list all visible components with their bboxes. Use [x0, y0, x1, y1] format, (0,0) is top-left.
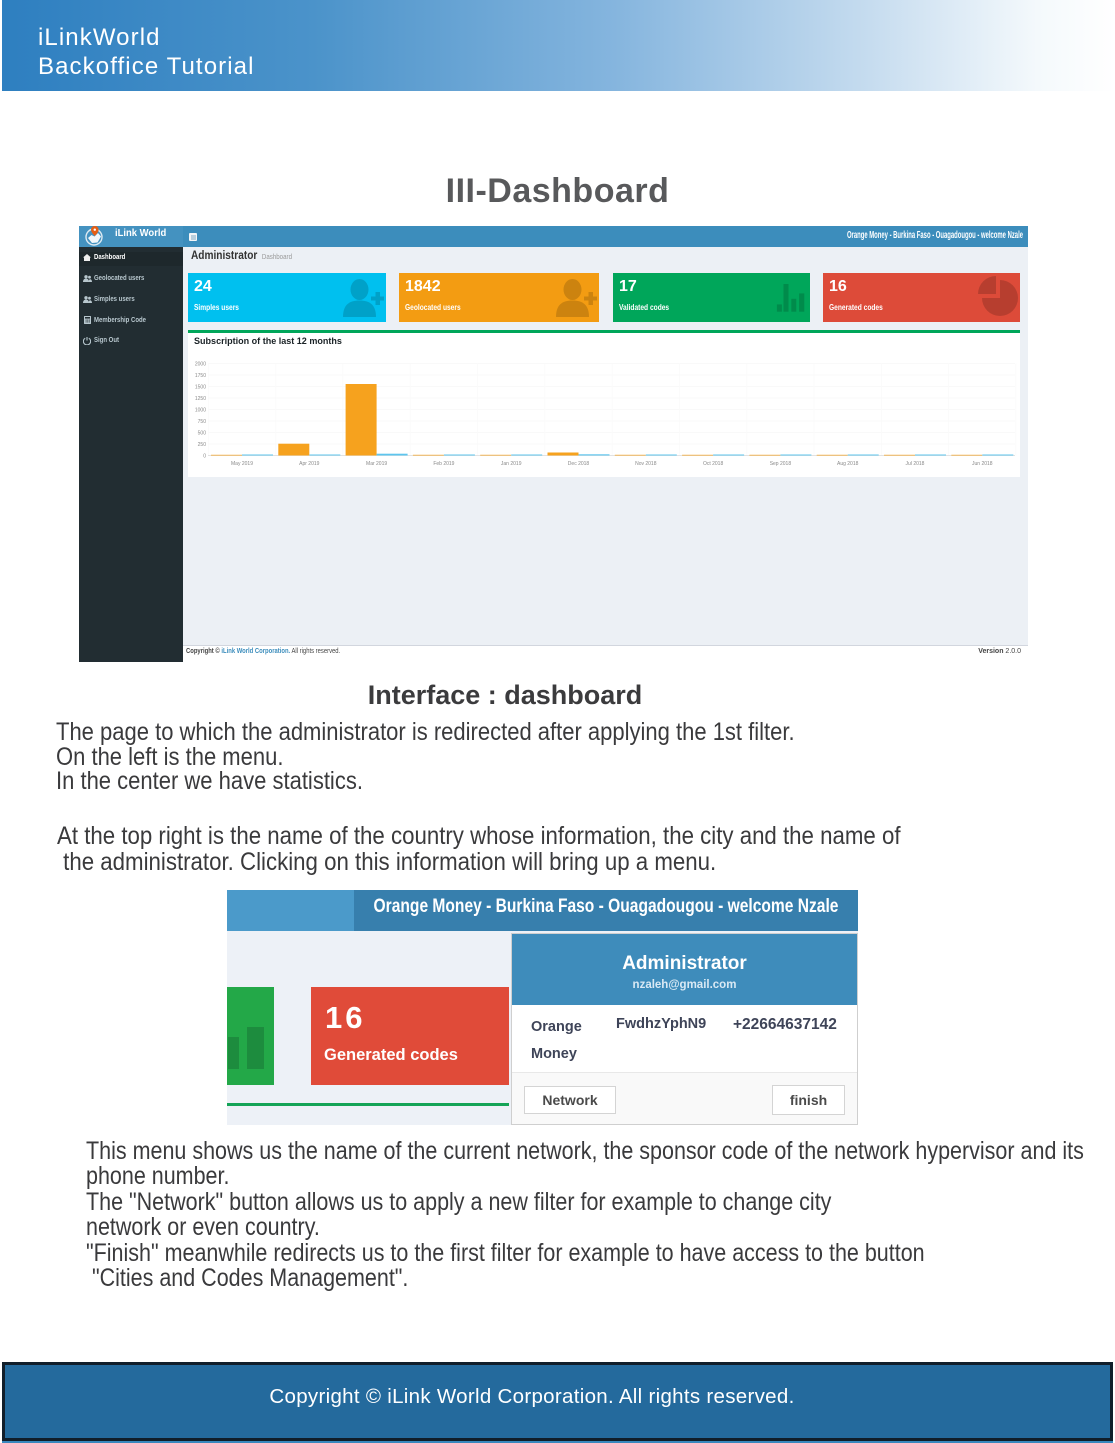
svg-text:Nov 2018: Nov 2018: [635, 461, 657, 467]
svg-text:250: 250: [198, 442, 207, 448]
svg-text:Sep 2018: Sep 2018: [770, 461, 792, 467]
svg-text:1750: 1750: [195, 373, 206, 379]
svg-text:Jun 2018: Jun 2018: [972, 461, 993, 467]
svg-text:Aug 2018: Aug 2018: [837, 461, 859, 467]
svg-text:Jan 2019: Jan 2019: [501, 461, 522, 467]
svg-text:500: 500: [198, 430, 207, 436]
svg-text:Apr 2019: Apr 2019: [299, 461, 320, 467]
svg-text:750: 750: [198, 419, 207, 425]
svg-text:0: 0: [203, 453, 206, 459]
svg-text:1500: 1500: [195, 384, 206, 390]
svg-text:Feb 2019: Feb 2019: [433, 461, 454, 467]
svg-text:Mar 2019: Mar 2019: [366, 461, 387, 467]
svg-text:Dec 2018: Dec 2018: [568, 461, 590, 467]
svg-text:Jul 2018: Jul 2018: [906, 461, 925, 467]
svg-text:2000: 2000: [195, 361, 206, 367]
svg-text:May 2019: May 2019: [231, 461, 253, 467]
svg-text:1000: 1000: [195, 407, 206, 413]
svg-text:Oct 2018: Oct 2018: [703, 461, 724, 467]
svg-text:1250: 1250: [195, 396, 206, 402]
